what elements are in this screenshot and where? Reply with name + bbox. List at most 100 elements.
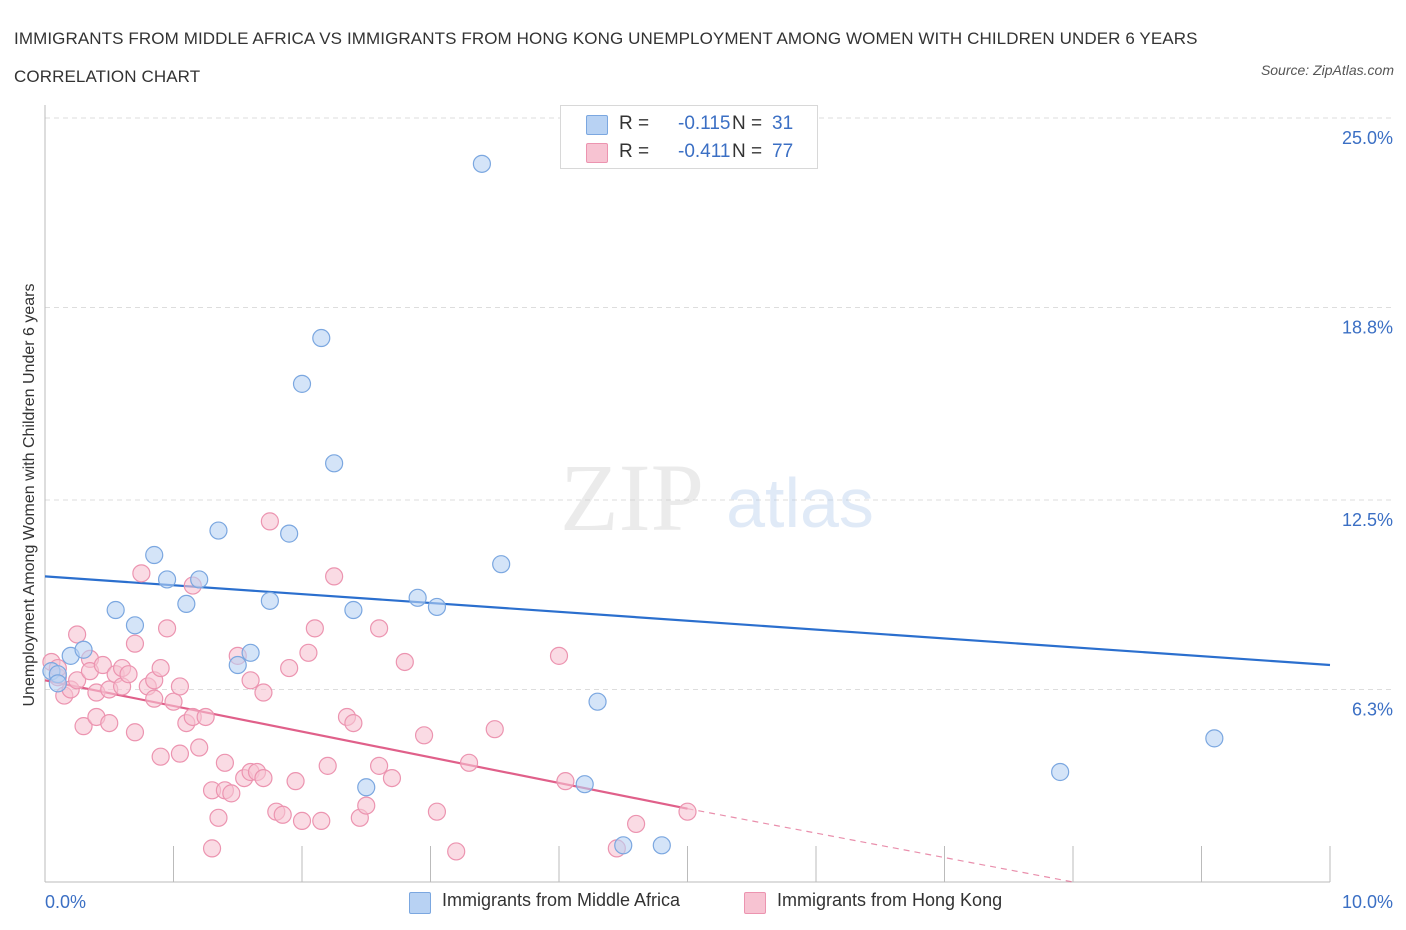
point-hong-kong bbox=[395, 652, 414, 672]
point-middle-africa bbox=[344, 600, 363, 620]
point-hong-kong bbox=[318, 756, 337, 775]
r-label: R = bbox=[619, 113, 650, 134]
axes bbox=[44, 105, 1331, 883]
grid-lines bbox=[45, 117, 1395, 690]
point-hong-kong bbox=[299, 643, 318, 662]
point-hong-kong bbox=[626, 814, 646, 834]
point-middle-africa bbox=[492, 555, 511, 574]
y-tick-label: 12.5% bbox=[1342, 510, 1393, 530]
point-middle-africa bbox=[260, 591, 279, 610]
r-value: -0.115 bbox=[678, 113, 731, 134]
n-value: 31 bbox=[772, 113, 794, 134]
point-hong-kong bbox=[151, 747, 170, 766]
point-middle-africa bbox=[190, 570, 209, 589]
point-hong-kong bbox=[414, 726, 434, 745]
point-middle-africa bbox=[588, 692, 607, 711]
x-tick-label: 10.0% bbox=[1342, 892, 1393, 912]
point-hong-kong bbox=[157, 619, 177, 638]
point-hong-kong bbox=[241, 671, 260, 690]
point-hong-kong bbox=[119, 665, 138, 684]
trend-lines bbox=[44, 575, 1331, 883]
point-middle-africa bbox=[48, 674, 67, 693]
watermark-zip: ZIP bbox=[560, 444, 704, 551]
point-hong-kong bbox=[125, 634, 145, 653]
point-hong-kong bbox=[273, 805, 292, 824]
point-middle-africa bbox=[325, 454, 344, 473]
data-points bbox=[42, 154, 1224, 861]
point-middle-africa bbox=[652, 836, 671, 855]
point-hong-kong bbox=[280, 658, 299, 678]
point-middle-africa bbox=[427, 597, 447, 617]
legend-label: Immigrants from Hong Kong bbox=[777, 890, 1003, 910]
point-middle-africa bbox=[614, 836, 633, 855]
legend-label: Immigrants from Middle Africa bbox=[442, 890, 681, 910]
point-middle-africa bbox=[357, 778, 376, 797]
chart-title: IMMIGRANTS FROM MIDDLE AFRICA VS IMMIGRA… bbox=[14, 29, 1198, 86]
point-hong-kong bbox=[100, 713, 119, 733]
point-hong-kong bbox=[382, 768, 402, 788]
r-value: -0.411 bbox=[678, 141, 731, 162]
x-tick-label: 0.0% bbox=[45, 892, 86, 912]
trend-line-middle-africa bbox=[44, 575, 1331, 667]
point-hong-kong bbox=[170, 744, 190, 763]
point-hong-kong bbox=[549, 646, 569, 665]
point-hong-kong bbox=[325, 567, 344, 586]
point-middle-africa bbox=[472, 154, 491, 173]
point-hong-kong bbox=[292, 811, 312, 830]
point-hong-kong bbox=[370, 619, 389, 638]
point-hong-kong bbox=[305, 619, 324, 638]
point-hong-kong bbox=[312, 811, 331, 830]
source-label: Source: ZipAtlas.com bbox=[1260, 62, 1394, 78]
point-hong-kong bbox=[286, 772, 305, 791]
point-hong-kong bbox=[447, 842, 466, 861]
point-hong-kong bbox=[427, 802, 447, 821]
point-middle-africa bbox=[575, 775, 594, 794]
point-middle-africa bbox=[209, 521, 228, 540]
r-label: R = bbox=[619, 141, 650, 162]
point-middle-africa bbox=[292, 374, 312, 393]
stats-legend: R = -0.115 N = 31 R = -0.411 N = 77 bbox=[560, 105, 818, 169]
point-middle-africa bbox=[74, 640, 93, 659]
point-middle-africa bbox=[177, 594, 196, 614]
point-middle-africa bbox=[145, 545, 164, 565]
point-hong-kong bbox=[485, 720, 504, 739]
point-hong-kong bbox=[357, 796, 376, 815]
y-tick-label: 6.3% bbox=[1352, 699, 1393, 719]
point-hong-kong bbox=[132, 564, 151, 583]
point-hong-kong bbox=[209, 808, 228, 827]
watermark: ZIP atlas bbox=[560, 444, 874, 551]
point-hong-kong bbox=[556, 772, 575, 791]
point-middle-africa bbox=[1205, 729, 1224, 748]
point-hong-kong bbox=[93, 655, 112, 675]
point-middle-africa bbox=[408, 588, 427, 607]
point-hong-kong bbox=[151, 658, 170, 678]
blue-swatch bbox=[586, 115, 608, 135]
point-hong-kong bbox=[164, 692, 183, 711]
y-tick-label: 25.0% bbox=[1342, 128, 1393, 148]
point-hong-kong bbox=[370, 756, 389, 775]
point-hong-kong bbox=[678, 802, 697, 821]
blue-swatch bbox=[409, 892, 431, 914]
point-middle-africa bbox=[312, 328, 331, 348]
point-hong-kong bbox=[254, 683, 273, 702]
n-label: N = bbox=[732, 113, 763, 134]
point-middle-africa bbox=[280, 524, 299, 543]
n-label: N = bbox=[732, 141, 763, 162]
point-middle-africa bbox=[157, 570, 177, 589]
y-axis-label: Unemployment Among Women with Children U… bbox=[21, 283, 38, 707]
point-hong-kong bbox=[170, 677, 190, 696]
point-hong-kong bbox=[145, 689, 164, 708]
point-hong-kong bbox=[190, 738, 209, 757]
point-hong-kong bbox=[222, 784, 241, 803]
point-hong-kong bbox=[202, 839, 222, 858]
point-middle-africa bbox=[125, 616, 145, 635]
point-hong-kong bbox=[215, 753, 234, 772]
point-hong-kong bbox=[459, 753, 479, 772]
point-hong-kong bbox=[344, 713, 363, 733]
point-middle-africa bbox=[241, 643, 260, 662]
point-middle-africa bbox=[228, 655, 247, 675]
point-hong-kong bbox=[74, 717, 93, 736]
watermark-atlas: atlas bbox=[726, 464, 874, 542]
point-hong-kong bbox=[260, 512, 279, 531]
